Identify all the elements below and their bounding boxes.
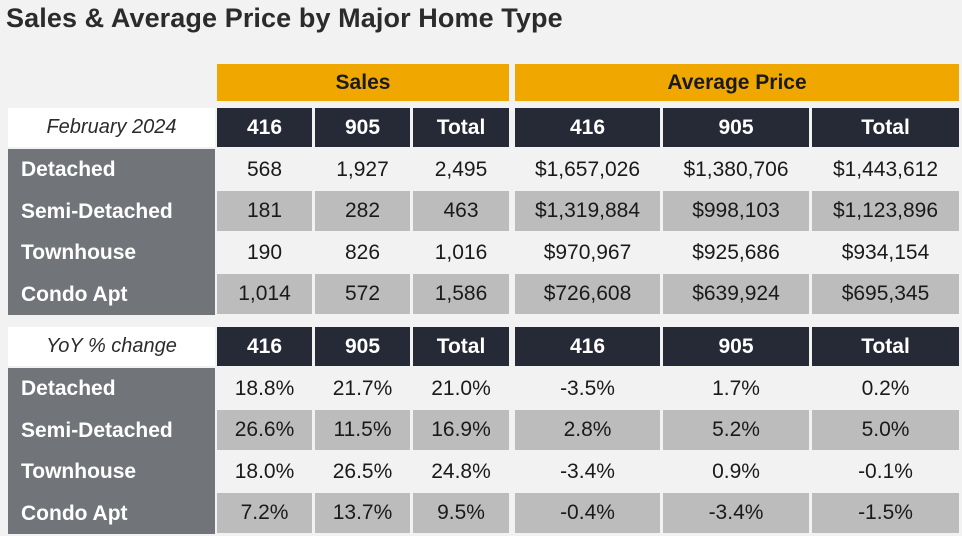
yoy-table-cell: 9.5% bbox=[413, 493, 509, 533]
yoy-table-cell: -3.4% bbox=[663, 493, 809, 533]
feb-2024-table-cell: $934,154 bbox=[812, 232, 959, 273]
yoy-column-header: Total bbox=[812, 327, 959, 366]
feb-2024-table-cell: 568 bbox=[217, 149, 312, 190]
yoy-table-cell: 21.0% bbox=[413, 368, 509, 409]
feb-2024-column-header: 416 bbox=[515, 108, 660, 147]
feb-2024-table-cell: 1,586 bbox=[413, 274, 509, 314]
feb-2024-table-cell: $998,103 bbox=[663, 191, 809, 231]
feb-2024-table-cell: 2,495 bbox=[413, 149, 509, 190]
feb-2024-table-cell: $1,123,896 bbox=[812, 191, 959, 231]
yoy-table-cell: -1.5% bbox=[812, 493, 959, 533]
feb-2024-table-cell: $1,443,612 bbox=[812, 149, 959, 190]
feb-2024-table-cell: 463 bbox=[413, 191, 509, 231]
yoy-table-cell: 5.2% bbox=[663, 410, 809, 450]
yoy-table-cell: 0.2% bbox=[812, 368, 959, 409]
feb-2024-table-cell: 1,927 bbox=[315, 149, 410, 190]
yoy-table-cell: 26.6% bbox=[217, 410, 312, 450]
feb-2024-column-header: 905 bbox=[663, 108, 809, 147]
feb-2024-table-cell: 1,016 bbox=[413, 232, 509, 273]
yoy-table-cell: 16.9% bbox=[413, 410, 509, 450]
page-title: Sales & Average Price by Major Home Type bbox=[6, 3, 563, 33]
feb-2024-column-header: 416 bbox=[217, 108, 312, 147]
yoy-table-cell: 26.5% bbox=[315, 451, 410, 492]
yoy-table-cell: -0.1% bbox=[812, 451, 959, 492]
feb-2024-table-cell: $970,967 bbox=[515, 232, 660, 273]
feb-2024-table-cell: $695,345 bbox=[812, 274, 959, 314]
yoy-column-header: 416 bbox=[217, 327, 312, 366]
yoy-table-cell: 5.0% bbox=[812, 410, 959, 450]
yoy-table-cell: 18.0% bbox=[217, 451, 312, 492]
yoy-table-cell: 11.5% bbox=[315, 410, 410, 450]
yoy-table-cell: 18.8% bbox=[217, 368, 312, 409]
feb-2024-table-cell: 572 bbox=[315, 274, 410, 314]
yoy-row-label: Detached bbox=[8, 368, 215, 410]
feb-2024-column-header: 905 bbox=[315, 108, 410, 147]
group-header-average-price: Average Price bbox=[515, 64, 959, 101]
feb-2024-table-cell: $1,319,884 bbox=[515, 191, 660, 231]
yoy-column-header: Total bbox=[413, 327, 509, 366]
feb-2024-row-label: Detached bbox=[8, 149, 215, 191]
feb-2024-table-cell: 826 bbox=[315, 232, 410, 273]
yoy-period-label: YoY % change bbox=[8, 327, 215, 366]
yoy-row-label: Semi-Detached bbox=[8, 410, 215, 451]
feb-2024-column-header: Total bbox=[413, 108, 509, 147]
yoy-table-cell: -0.4% bbox=[515, 493, 660, 533]
yoy-row-label: Condo Apt bbox=[8, 493, 215, 534]
feb-2024-column-header: Total bbox=[812, 108, 959, 147]
feb-2024-table-cell: 1,014 bbox=[217, 274, 312, 314]
group-header-sales: Sales bbox=[217, 64, 509, 101]
feb-2024-table-cell: 190 bbox=[217, 232, 312, 273]
yoy-table-cell: 0.9% bbox=[663, 451, 809, 492]
yoy-table-cell: 1.7% bbox=[663, 368, 809, 409]
feb-2024-period-label: February 2024 bbox=[8, 108, 215, 147]
yoy-column-header: 905 bbox=[663, 327, 809, 366]
yoy-table-cell: 21.7% bbox=[315, 368, 410, 409]
yoy-table-cell: 24.8% bbox=[413, 451, 509, 492]
yoy-table-cell: 13.7% bbox=[315, 493, 410, 533]
yoy-row-label: Townhouse bbox=[8, 451, 215, 493]
feb-2024-table-cell: $1,380,706 bbox=[663, 149, 809, 190]
feb-2024-table-cell: $726,608 bbox=[515, 274, 660, 314]
feb-2024-table-cell: $925,686 bbox=[663, 232, 809, 273]
yoy-column-header: 905 bbox=[315, 327, 410, 366]
feb-2024-table-cell: 282 bbox=[315, 191, 410, 231]
yoy-column-header: 416 bbox=[515, 327, 660, 366]
yoy-table-cell: 7.2% bbox=[217, 493, 312, 533]
feb-2024-table-cell: $639,924 bbox=[663, 274, 809, 314]
feb-2024-row-label: Semi-Detached bbox=[8, 191, 215, 232]
feb-2024-row-label: Townhouse bbox=[8, 232, 215, 274]
feb-2024-table-cell: 181 bbox=[217, 191, 312, 231]
yoy-table-cell: -3.5% bbox=[515, 368, 660, 409]
feb-2024-table-cell: $1,657,026 bbox=[515, 149, 660, 190]
yoy-table-cell: 2.8% bbox=[515, 410, 660, 450]
feb-2024-row-label: Condo Apt bbox=[8, 274, 215, 315]
yoy-table-cell: -3.4% bbox=[515, 451, 660, 492]
